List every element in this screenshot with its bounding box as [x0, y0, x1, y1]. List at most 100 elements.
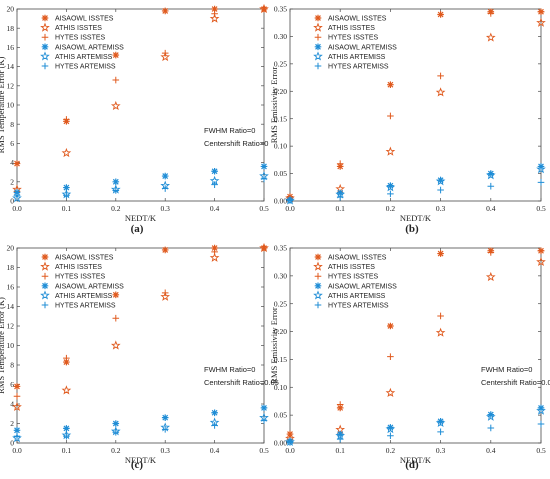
legend-label: ATHIS ISSTES	[55, 25, 102, 32]
data-point	[437, 11, 444, 18]
data-point	[387, 182, 394, 189]
legend-label: HYTES ARTEMISS	[328, 303, 389, 310]
data-point	[110, 340, 121, 350]
y-tick-label: 0.35	[274, 5, 287, 14]
y-axis-label: RMS Emissivity Error	[269, 307, 279, 384]
series-athis-artemiss	[12, 170, 269, 203]
data-point	[63, 358, 70, 366]
data-point	[112, 420, 120, 427]
y-tick-label: 0	[10, 439, 14, 448]
y-axis-label: RMS Emissivity Error	[269, 67, 279, 144]
legend-marker	[41, 43, 49, 51]
legend-label: AISAOWL ISSTES	[328, 255, 387, 262]
legend-label: ATHIS ISSTES	[55, 264, 102, 271]
series-aisaowl-artemiss	[286, 404, 545, 445]
data-point	[13, 432, 21, 440]
legend-label: ATHIS ARTEMISS	[328, 293, 386, 300]
y-tick-label: 2	[10, 177, 14, 186]
x-tick-label: 0.5	[259, 204, 269, 213]
y-tick-label: 20	[7, 5, 15, 14]
data-point	[485, 271, 496, 282]
legend-label: ATHIS ISSTES	[328, 264, 375, 271]
series-hytes-artemiss	[286, 420, 545, 446]
y-tick-label: 4	[10, 158, 14, 167]
plot-frame	[289, 8, 542, 202]
panel-caption: (d)	[405, 459, 419, 471]
y-tick-label: 0.10	[274, 383, 287, 392]
legend: AISAOWL ISSTES ATHIS ISSTES HYTES ISSTES AI…	[313, 253, 397, 310]
legend-label: ATHIS ARTEMISS	[328, 54, 386, 61]
data-point	[211, 167, 218, 175]
data-point	[161, 426, 169, 433]
legend-marker	[314, 253, 322, 261]
legend: AISAOWL ISSTES ATHIS ISSTES HYTES ISSTES AI…	[40, 14, 124, 71]
y-tick-label: 0.25	[274, 299, 287, 308]
x-tick-label: 0.1	[62, 204, 72, 213]
data-point	[336, 435, 344, 443]
data-point	[160, 51, 171, 62]
x-axis-label: NEDT/K	[400, 213, 432, 223]
y-tick-label: 12	[7, 322, 15, 331]
legend-label: HYTES ARTEMISS	[55, 64, 116, 71]
data-point	[437, 72, 444, 80]
panel-c: 0.0 0.1 0.2 0.3 0.4 0.5 0 2 4 6 8 10 12 14 16 18 20 NEDT/…	[0, 242, 279, 471]
data-point	[387, 322, 394, 330]
data-point	[536, 405, 546, 415]
y-tick-label: 10	[7, 341, 15, 350]
legend-label: ATHIS ISSTES	[328, 25, 375, 32]
legend-label: HYTES ISSTES	[328, 274, 379, 281]
x-axis-label: NEDT/K	[400, 455, 432, 465]
data-point	[437, 176, 444, 184]
data-point	[435, 327, 446, 337]
legend-marker	[314, 272, 322, 280]
series-athis-isstes	[285, 17, 546, 203]
data-point	[61, 147, 72, 158]
data-point	[336, 189, 344, 197]
legend-label: AISAOWL ISSTES	[55, 255, 114, 262]
x-tick-label: 0.4	[486, 446, 496, 455]
legend-marker	[313, 22, 323, 32]
plot-frame	[289, 247, 542, 444]
data-point	[211, 10, 218, 18]
annotation-text: Centershift Ratio=0	[204, 139, 268, 148]
data-point	[211, 422, 218, 429]
y-tick-label: 0.10	[274, 142, 287, 151]
annotation-text: Centershift Ratio=0.05	[204, 378, 279, 387]
data-point	[211, 244, 218, 252]
legend: AISAOWL ISSTES ATHIS ISSTES HYTES ISSTES AI…	[313, 14, 397, 71]
data-point	[13, 160, 21, 167]
legend: AISAOWL ISSTES ATHIS ISSTES HYTES ISSTES AI…	[40, 253, 124, 310]
data-point	[387, 190, 394, 198]
x-tick-label: 0.3	[161, 446, 171, 455]
series-hytes-isstes	[13, 244, 268, 400]
legend-marker	[41, 253, 49, 261]
legend-label: AISAOWL ARTEMISS	[55, 283, 124, 290]
legend-marker	[314, 14, 322, 22]
legend-label: HYTES ARTEMISS	[55, 303, 116, 310]
y-tick-label: 12	[7, 81, 15, 90]
legend-label: AISAOWL ISSTES	[328, 16, 387, 23]
data-point	[387, 112, 394, 120]
data-point	[487, 411, 495, 418]
x-tick-label: 0.2	[111, 204, 121, 213]
data-point	[437, 417, 444, 425]
data-point	[385, 182, 396, 192]
data-point	[12, 401, 22, 412]
data-point	[437, 428, 444, 436]
series-aisaowl-artemiss	[13, 163, 268, 196]
y-tick-label: 8	[10, 361, 14, 370]
y-tick-label: 6	[10, 380, 14, 389]
panel-b: 0.0 0.1 0.2 0.3 0.4 0.5 0.00 0.05 0.10 0.15 0.20 0.…	[269, 5, 546, 235]
data-point	[13, 427, 21, 434]
legend-marker	[41, 301, 49, 309]
data-point	[161, 7, 169, 15]
y-tick-label: 6	[10, 139, 14, 148]
data-point	[435, 87, 446, 97]
series-hytes-artemiss	[286, 179, 545, 204]
legend-label: AISAOWL ISSTES	[55, 16, 114, 23]
panel-caption: (c)	[131, 459, 144, 471]
data-point	[161, 172, 169, 180]
series-athis-artemiss	[285, 405, 546, 446]
data-point	[112, 51, 120, 59]
panel-a: 0.0 0.1 0.2 0.3 0.4 0.5 0 2 4 6 8 10 12 14 16 18 20 NEDT/…	[0, 3, 269, 235]
